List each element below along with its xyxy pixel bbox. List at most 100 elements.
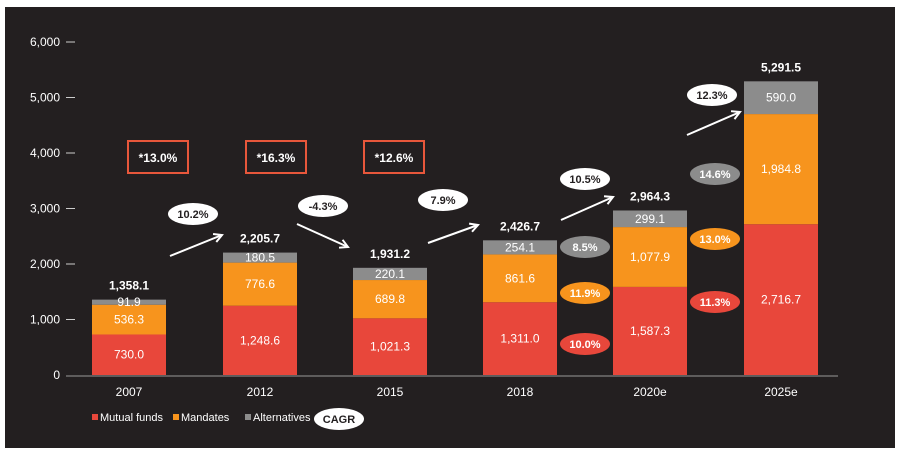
legend-label: Mutual funds [100,412,163,424]
y-tick-label: 6,000 [30,35,60,49]
legend-swatch [92,414,98,420]
bar-segment-mutual-funds [744,224,818,375]
bar-value-label: 1,021.3 [370,340,410,354]
x-tick-label: 2020e [633,385,667,399]
segment-cagr-bubble [560,333,610,355]
bar-value-label: 1,984.8 [761,162,801,176]
total-cagr-label: 10.5% [569,174,600,186]
bar-segment-mandates [353,280,427,319]
bar-value-label: 91.9 [117,295,141,309]
segment-cagr-label: 13.0% [699,234,730,246]
boxed-cagr-frame [245,140,307,174]
legend-label: Mandates [181,412,230,424]
boxed-cagr-frame [363,140,425,174]
arrowhead-icon [730,110,742,120]
stacked-bar-chart: 0 1,000 2,000 3,000 4,000 5,000 6,000 730.0 536.… [30,35,838,430]
x-tick-label: 2025e [764,385,798,399]
arrowhead-icon [338,239,350,249]
y-tick-label: 3,000 [30,202,60,216]
bar-segment-mandates [223,262,297,306]
bar-total-label: 1,358.1 [109,279,149,293]
x-tick-label: 2015 [377,385,404,399]
bar-value-label: 180.5 [245,251,275,265]
segment-cagr-bubble [560,282,610,304]
bar-value-label: 776.6 [245,277,275,291]
segment-cagr-bubble [690,291,740,313]
bar-total-label: 2,964.3 [630,189,670,203]
boxed-cagr-label: *16.3% [257,151,296,165]
boxed-cagr-frame [127,140,189,174]
y-tick-label: 2,000 [30,257,60,271]
x-tick-label: 2012 [247,385,274,399]
bar-value-label: 689.8 [375,292,405,306]
total-cagr-bubble [418,189,468,211]
legend-swatch [245,414,251,420]
bar-segment-mandates [92,304,166,335]
total-cagr-label: 10.2% [177,209,208,221]
bar-value-label: 861.6 [505,271,535,285]
arrow-icon [296,223,349,248]
bar-total-label: 2,205.7 [240,232,280,246]
legend-label: Alternatives [253,412,311,424]
segment-cagr-bubble [690,163,740,185]
bar-value-label: 1,248.6 [240,333,280,347]
bar-segment-alternatives [483,240,557,255]
bar-segment-mutual-funds [92,334,166,375]
bar-segment-mandates [483,254,557,303]
segment-cagr-label: 8.5% [572,242,597,254]
x-tick-label: 2018 [507,385,534,399]
segment-cagr-label: 10.0% [569,339,600,351]
bar-value-label: 730.0 [114,348,144,362]
bar-value-label: 1,077.9 [630,250,670,264]
arrowhead-icon [603,195,615,205]
total-cagr-label: 12.3% [696,90,727,102]
bar-value-label: 254.1 [505,240,535,254]
bar-value-label: 1,587.3 [630,324,670,338]
bar-total-label: 5,291.5 [761,60,801,74]
legend-cagr-bubble [314,408,364,430]
total-cagr-label: -4.3% [309,201,338,213]
bar-segment-mandates [613,227,687,287]
segment-cagr-bubble [690,228,740,250]
bar-value-label: 536.3 [114,313,144,327]
bar-value-label: 2,716.7 [761,293,801,307]
arrow-icon [169,234,223,257]
bar-segment-alternatives [613,210,687,228]
bar-segment-alternatives [744,81,818,115]
chart-panel: 0 1,000 2,000 3,000 4,000 5,000 6,000 730.0 536.… [5,7,895,448]
arrow-icon [427,224,479,244]
bar-segment-mutual-funds [223,305,297,375]
legend-cagr-label: CAGR [323,414,355,426]
arrow-icon [686,111,741,136]
arrowhead-icon [212,232,224,243]
bar-value-label: 590.0 [766,91,796,105]
boxed-cagr-label: *12.6% [375,151,414,165]
bar-value-label: 1,311.0 [500,332,539,346]
bar-total-label: 2,426.7 [500,219,540,233]
segment-cagr-label: 11.9% [570,288,601,300]
segment-cagr-label: 14.6% [699,169,730,181]
bar-value-label: 220.1 [375,267,405,281]
y-tick-label: 5,000 [30,91,60,105]
segment-cagr-label: 11.3% [700,297,731,309]
bar-segment-alternatives [223,252,297,263]
bar-segment-mutual-funds [483,302,557,375]
bar-segment-mutual-funds [353,318,427,375]
bar-total-label: 1,931.2 [370,247,410,261]
bar-segment-mutual-funds [613,286,687,375]
total-cagr-label: 7.9% [430,195,455,207]
segment-cagr-bubble [560,236,610,258]
total-cagr-bubble [168,203,218,225]
y-tick-label: 1,000 [30,313,60,327]
bar-segment-alternatives [92,299,166,305]
x-tick-label: 2007 [116,385,143,399]
y-tick-label: 4,000 [30,146,60,160]
total-cagr-bubble [560,168,610,190]
legend-swatch [173,414,179,420]
total-cagr-bubble [687,84,737,106]
total-cagr-bubble [298,195,348,217]
bar-segment-alternatives [353,267,427,281]
boxed-cagr-label: *13.0% [139,151,178,165]
bar-value-label: 299.1 [635,212,665,226]
arrow-icon [560,196,614,221]
